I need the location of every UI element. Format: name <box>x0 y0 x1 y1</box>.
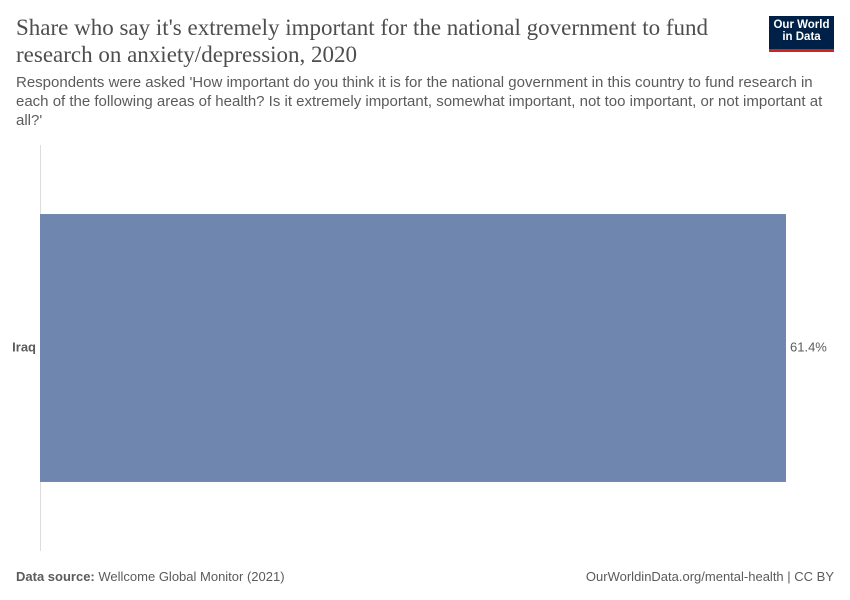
bar <box>40 214 786 482</box>
logo-text: Our World <box>773 19 830 31</box>
footer-source: Data source: Wellcome Global Monitor (20… <box>16 569 285 584</box>
source: Wellcome Global Monitor (2021) <box>98 569 285 584</box>
logo-text: in Data <box>782 31 821 43</box>
footer-url[interactable]: OurWorldinData.org/mental-health | CC BY <box>585 569 834 584</box>
source-label: Data source: <box>16 569 95 584</box>
logo[interactable]: Our World in Data <box>769 16 834 52</box>
chart: Iraq 61.4% <box>12 145 827 551</box>
chart-title: Share who say it's extremely important f… <box>16 15 709 67</box>
category-label: Iraq <box>12 339 36 354</box>
value-label: 61.4% <box>790 339 827 354</box>
chart-subtitle: Respondents were asked 'How important do… <box>16 74 823 129</box>
